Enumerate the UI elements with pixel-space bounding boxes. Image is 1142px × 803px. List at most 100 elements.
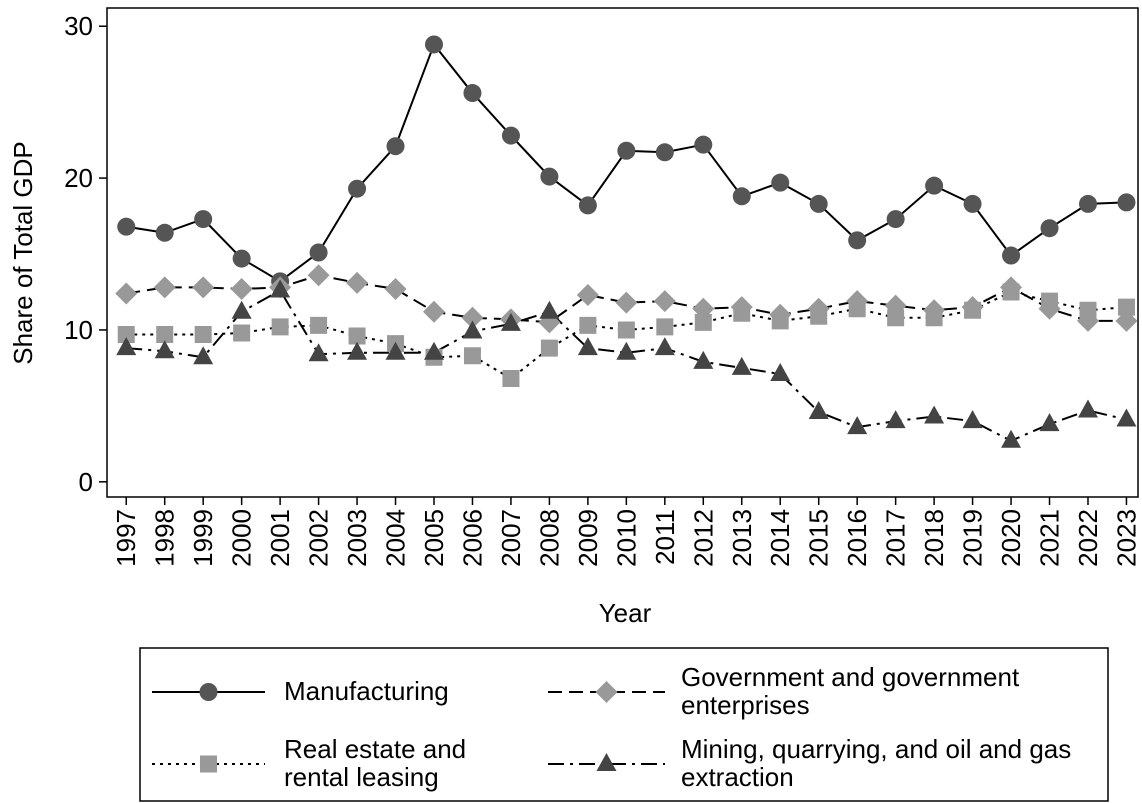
marker — [461, 306, 484, 329]
marker — [924, 405, 945, 424]
marker — [1040, 219, 1059, 238]
marker — [578, 196, 597, 215]
x-tick-label: 1998 — [150, 509, 180, 567]
marker — [502, 370, 520, 388]
legend-label: Real estate and rental leasing — [284, 734, 467, 792]
marker — [656, 318, 674, 336]
x-tick-label: 2008 — [534, 509, 564, 567]
x-tick-label: 2021 — [1035, 509, 1065, 567]
marker — [579, 316, 597, 334]
series-line — [126, 289, 1127, 442]
x-tick-label: 2001 — [265, 509, 295, 567]
marker — [1041, 292, 1059, 310]
marker — [694, 135, 713, 154]
x-tick-label: 2020 — [996, 509, 1026, 567]
marker — [925, 176, 944, 195]
x-tick-label: 2016 — [842, 509, 872, 567]
marker — [654, 337, 675, 356]
marker — [540, 167, 559, 186]
marker — [116, 337, 137, 356]
marker — [808, 400, 829, 419]
y-tick-label: 10 — [64, 315, 93, 345]
marker — [596, 753, 617, 771]
x-tick-label: 2023 — [1111, 509, 1141, 567]
marker — [346, 271, 369, 294]
marker — [384, 277, 407, 300]
marker — [964, 301, 982, 319]
marker — [732, 187, 751, 206]
marker — [463, 84, 482, 103]
marker — [154, 340, 175, 359]
marker — [270, 279, 291, 298]
marker — [115, 282, 138, 305]
y-tick-label: 0 — [79, 467, 93, 497]
marker — [653, 290, 676, 313]
marker — [310, 316, 328, 334]
marker — [117, 217, 136, 236]
marker — [694, 313, 712, 331]
marker — [348, 179, 367, 198]
marker — [887, 309, 905, 327]
marker — [925, 309, 943, 327]
x-tick-label: 2017 — [881, 509, 911, 567]
marker — [385, 341, 406, 360]
marker — [962, 410, 983, 429]
marker — [307, 264, 330, 287]
x-axis-title: Year — [599, 598, 652, 628]
marker — [230, 277, 253, 300]
y-axis-title: Share of Total GDP — [8, 141, 38, 365]
x-tick-label: 2009 — [573, 509, 603, 567]
marker — [386, 137, 405, 156]
marker — [595, 681, 618, 703]
x-tick-label: 2015 — [804, 509, 834, 567]
x-tick-label: 2010 — [611, 509, 641, 567]
marker — [576, 284, 599, 307]
marker — [1002, 246, 1021, 265]
marker — [423, 341, 444, 360]
marker — [1116, 408, 1137, 427]
marker — [1001, 429, 1022, 448]
marker — [886, 210, 905, 229]
marker — [117, 326, 135, 344]
x-tick-label: 2005 — [419, 509, 449, 567]
x-tick-label: 2003 — [342, 509, 372, 567]
marker — [617, 141, 636, 160]
marker — [422, 300, 445, 323]
x-tick-label: 2004 — [381, 509, 411, 567]
x-tick-label: 2018 — [919, 509, 949, 567]
legend-box — [139, 647, 1109, 802]
y-tick-label: 20 — [64, 163, 93, 193]
marker — [156, 326, 174, 344]
x-tick-label: 2022 — [1073, 509, 1103, 567]
marker — [462, 320, 483, 339]
marker — [200, 755, 217, 773]
marker — [848, 231, 867, 250]
marker — [848, 300, 866, 318]
marker — [771, 173, 790, 192]
marker — [1117, 298, 1135, 316]
marker — [733, 304, 751, 322]
marker — [155, 223, 174, 242]
marker — [539, 300, 560, 319]
marker — [617, 321, 635, 339]
marker — [1002, 283, 1020, 301]
x-tick-label: 2002 — [304, 509, 334, 567]
x-tick-label: 2006 — [457, 509, 487, 567]
series-line — [126, 42, 1127, 283]
marker — [308, 343, 329, 362]
marker — [809, 194, 828, 213]
legend-label: Manufacturing — [284, 676, 449, 706]
y-tick-label: 30 — [64, 11, 93, 41]
marker — [693, 350, 714, 369]
marker — [199, 683, 218, 701]
marker — [771, 312, 789, 330]
marker — [424, 35, 443, 54]
marker — [463, 347, 481, 365]
marker — [193, 346, 214, 365]
marker — [615, 291, 638, 314]
marker — [810, 307, 828, 325]
marker — [731, 356, 752, 375]
x-tick-label: 2000 — [227, 509, 257, 567]
